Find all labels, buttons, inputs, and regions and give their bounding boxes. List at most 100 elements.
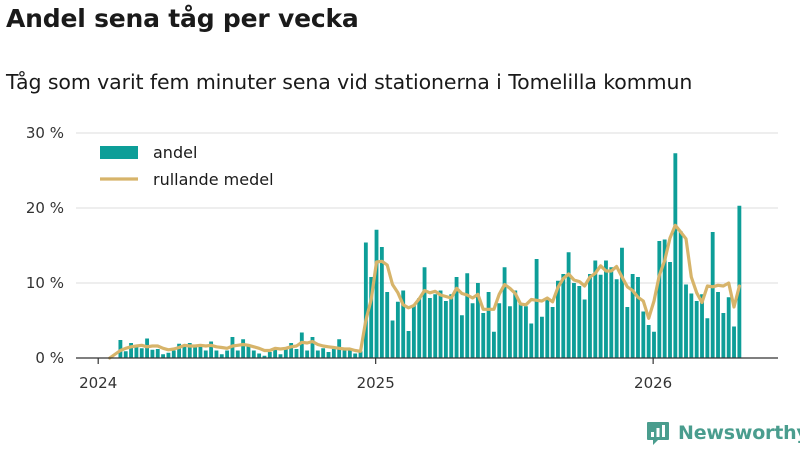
bar: [529, 323, 534, 358]
bar: [262, 355, 267, 358]
legend: andel rullande medel: [100, 143, 274, 189]
bar: [449, 294, 454, 358]
bar: [305, 350, 310, 358]
bar: [524, 306, 528, 358]
bar: [219, 354, 224, 358]
bar: [443, 301, 448, 358]
bar: [465, 273, 470, 358]
bar: [497, 303, 502, 358]
bar: [593, 260, 598, 358]
bar: [614, 279, 619, 358]
bar: [278, 354, 283, 358]
bar: [673, 153, 678, 358]
newsworthy-logo-text: Newsworthy: [678, 422, 800, 444]
bar: [689, 293, 694, 358]
bar: [598, 274, 603, 358]
bar: [395, 301, 400, 358]
bar: [652, 331, 656, 358]
y-tick-label: 0 %: [35, 349, 64, 367]
bar: [694, 301, 699, 358]
legend-swatch-andel: [100, 146, 138, 159]
bar: [310, 337, 315, 358]
bar: [459, 315, 464, 358]
bar: [289, 343, 294, 358]
bar: [609, 267, 614, 358]
bar: [508, 306, 512, 358]
bar: [518, 304, 523, 358]
x-tick-label: 2025: [357, 374, 395, 392]
bar: [150, 349, 155, 358]
bar: [155, 349, 160, 358]
chart-title: Andel sena tåg per vecka: [6, 4, 359, 33]
bar: [620, 247, 624, 358]
bar: [358, 351, 363, 358]
bar: [374, 229, 379, 358]
bar: [588, 274, 592, 358]
bar: [475, 283, 480, 358]
bar: [534, 259, 539, 358]
bar: [193, 346, 198, 358]
bar: [716, 292, 720, 358]
bar: [705, 318, 710, 358]
bar: [427, 298, 432, 358]
bar: [139, 348, 144, 358]
bar: [166, 352, 171, 358]
bar: [646, 325, 651, 358]
bar: [294, 349, 299, 358]
bar: [342, 350, 347, 358]
bar: [177, 343, 182, 358]
bar: [491, 331, 496, 358]
bar: [636, 277, 640, 358]
bar: [273, 348, 278, 358]
bar: [481, 313, 486, 358]
bar: [577, 286, 582, 358]
bar: [411, 305, 416, 358]
bar: [438, 290, 443, 358]
bar: [470, 303, 475, 358]
rolling-mean-line: [108, 223, 742, 360]
bar: [353, 353, 358, 358]
bar: [379, 247, 384, 358]
legend-label-andel: andel: [153, 143, 197, 162]
bar: [326, 352, 331, 358]
bar: [662, 239, 667, 358]
bar: [433, 294, 438, 358]
bar: [630, 274, 635, 358]
bar: [251, 350, 256, 358]
bar: [315, 350, 320, 358]
bar: [513, 290, 518, 358]
bar: [171, 350, 176, 358]
bar: [246, 346, 251, 358]
bar: [417, 298, 422, 358]
bar: [572, 283, 576, 358]
bar: [347, 349, 352, 358]
bar: [582, 299, 587, 358]
bar: [235, 350, 240, 358]
bar: [641, 311, 646, 358]
legend-label-rullande: rullande medel: [153, 170, 274, 189]
bar: [257, 353, 262, 358]
bar: [678, 231, 683, 358]
bar: [198, 344, 203, 358]
bar: [225, 350, 230, 358]
bar: [209, 341, 214, 358]
x-tick-label: 2024: [79, 374, 117, 392]
bar: [700, 294, 704, 358]
y-tick-label: 30 %: [26, 124, 64, 142]
bar: [123, 351, 128, 358]
bar: [726, 297, 731, 358]
bar: [710, 232, 715, 358]
bar: [422, 267, 427, 358]
bar: [406, 331, 411, 358]
bar: [161, 354, 166, 358]
bar: [540, 316, 544, 358]
bar: [566, 252, 571, 358]
bar: [129, 343, 133, 358]
newsworthy-logo: Newsworthy: [645, 420, 800, 446]
bar: [454, 277, 459, 358]
bar: [684, 284, 688, 358]
bar: [737, 205, 742, 358]
bar: [604, 260, 608, 358]
bar: [214, 350, 219, 358]
